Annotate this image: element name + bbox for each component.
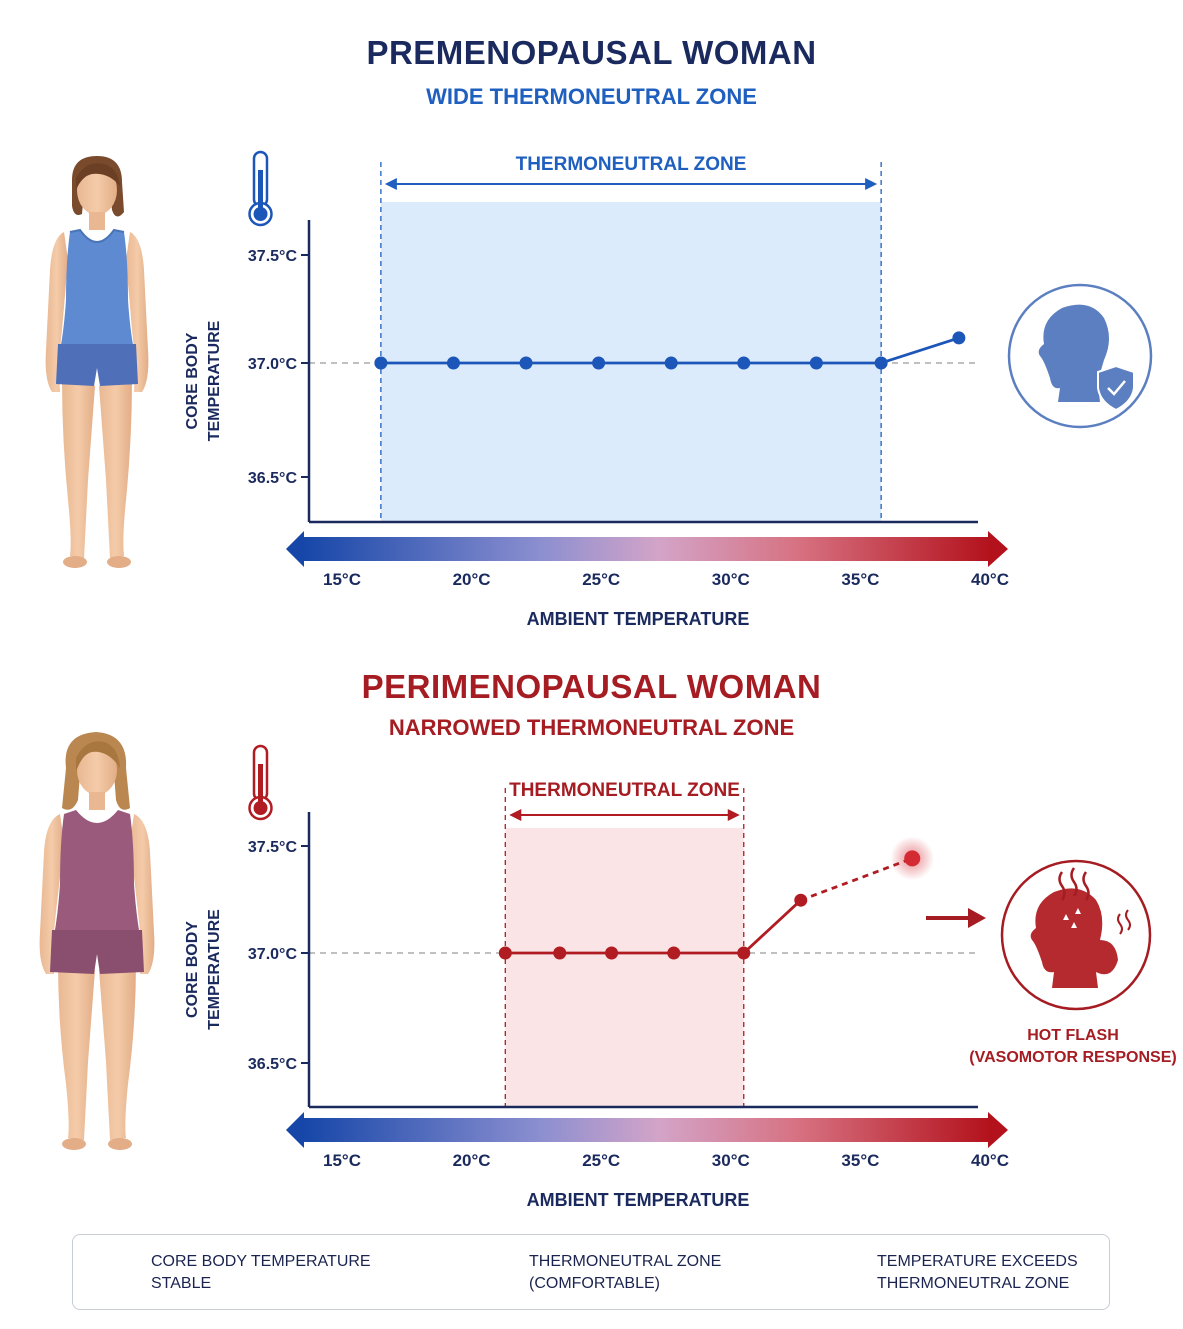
- y-axis-label-line1: CORE BODY: [184, 921, 201, 1018]
- ambient-gradient-bar: [286, 531, 1008, 567]
- legend-exceeds-line1: TEMPERATURE EXCEEDS: [877, 1253, 1078, 1270]
- head-shield-icon: [1007, 283, 1153, 429]
- y-axis-label-line2: TEMPERATURE: [206, 909, 223, 1030]
- ambient-gradient-bar: [286, 1112, 1008, 1148]
- data-point: [664, 356, 678, 370]
- y-tick-label: 37.5°C: [248, 248, 298, 265]
- core-temp-line: [505, 899, 802, 955]
- x-tick-label: 15°C: [323, 1151, 361, 1170]
- arrow-right-icon: [926, 908, 986, 928]
- zone-arrow-left-head: [509, 809, 522, 821]
- thermometer-mercury: [258, 170, 263, 214]
- thermoneutral-zone-area: [505, 828, 744, 1107]
- legend-exceeds-text: TEMPERATURE EXCEEDS THERMONEUTRAL ZONE: [877, 1251, 1078, 1295]
- gradient-right-arrow: [988, 1112, 1008, 1148]
- legend-zone-text: THERMONEUTRAL ZONE (COMFORTABLE): [529, 1251, 721, 1295]
- x-tick-label: 40°C: [971, 570, 1009, 589]
- gradient-left-arrow: [286, 1112, 304, 1148]
- y-tick-label: 37.0°C: [248, 946, 298, 963]
- x-tick-label: 30°C: [712, 570, 750, 589]
- premenopausal-chart: THERMONEUTRAL ZONE 37.5°C 37.0°C 36.5°C CORE…: [184, 150, 1009, 629]
- legend-stable-line2: STABLE: [151, 1275, 212, 1292]
- y-axis-label-line2: TEMPERATURE: [206, 320, 223, 441]
- perimenopausal-title: PERIMENOPAUSAL WOMAN: [361, 668, 822, 705]
- data-point: [809, 356, 823, 370]
- hot-flash-head-icon: [1000, 859, 1152, 1011]
- hot-flash-line2: (VASOMOTOR RESPONSE): [969, 1049, 1177, 1066]
- thermometer-icon: [248, 744, 273, 821]
- legend-stable-line1: CORE BODY TEMPERATURE: [151, 1253, 371, 1270]
- zone-arrow-right-head: [865, 178, 878, 190]
- data-point: [737, 946, 751, 960]
- zone-label: THERMONEUTRAL ZONE: [516, 154, 747, 175]
- exceed-point: [904, 850, 921, 867]
- x-tick-label: 35°C: [841, 570, 879, 589]
- y-tick-label: 37.5°C: [248, 839, 298, 856]
- zone-arrow-left-head: [384, 178, 397, 190]
- y-axis-label-line1: CORE BODY: [184, 332, 201, 429]
- gradient-body: [300, 537, 990, 561]
- thermometer-icon: [248, 150, 273, 227]
- data-point: [374, 356, 388, 370]
- premenopausal-title: PREMENOPAUSAL WOMAN: [366, 34, 817, 71]
- legend-stable-text: CORE BODY TEMPERATURE STABLE: [151, 1251, 371, 1295]
- y-tick-label: 36.5°C: [248, 470, 298, 487]
- x-tick-label: 20°C: [453, 1151, 491, 1170]
- woman-figure-icon: [39, 732, 155, 1150]
- data-point: [874, 356, 888, 370]
- data-point: [553, 946, 567, 960]
- woman-figure-icon: [45, 156, 149, 568]
- zone-arrow-right-head: [727, 809, 740, 821]
- x-tick-label: 35°C: [841, 1151, 879, 1170]
- legend-box: CORE BODY TEMPERATURE STABLE THERMONEUTR…: [72, 1234, 1110, 1310]
- data-point: [498, 946, 512, 960]
- thermometer-mercury: [258, 764, 263, 808]
- legend-zone-line2: (COMFORTABLE): [529, 1275, 660, 1292]
- x-tick-label: 40°C: [971, 1151, 1009, 1170]
- data-point: [952, 331, 966, 345]
- y-tick-label: 36.5°C: [248, 1056, 298, 1073]
- x-tick-label: 30°C: [712, 1151, 750, 1170]
- x-tick-label: 25°C: [582, 1151, 620, 1170]
- gradient-left-arrow: [286, 531, 304, 567]
- x-tick-label: 15°C: [323, 570, 361, 589]
- gradient-body: [300, 1118, 990, 1142]
- perimenopausal-subtitle: NARROWED THERMONEUTRAL ZONE: [388, 715, 795, 740]
- x-axis-label: AMBIENT TEMPERATURE: [527, 609, 750, 629]
- x-tick-label: 20°C: [453, 570, 491, 589]
- zone-label: THERMONEUTRAL ZONE: [509, 780, 740, 801]
- data-point: [519, 356, 533, 370]
- y-tick-label: 37.0°C: [248, 356, 298, 373]
- legend-zone-line1: THERMONEUTRAL ZONE: [529, 1253, 722, 1270]
- x-axis-label: AMBIENT TEMPERATURE: [527, 1190, 750, 1210]
- legend-exceeds-line2: THERMONEUTRAL ZONE: [877, 1275, 1070, 1292]
- data-point: [737, 356, 751, 370]
- data-point: [592, 356, 606, 370]
- data-point: [446, 356, 460, 370]
- hot-flash-line1: HOT FLASH: [1027, 1027, 1119, 1044]
- perimenopausal-chart: THERMONEUTRAL ZONE 37.5°C 37.0°C 36.5°C CORE…: [184, 744, 1009, 1210]
- x-tick-label: 25°C: [582, 570, 620, 589]
- hot-flash-label: HOT FLASH (VASOMOTOR RESPONSE): [960, 1025, 1183, 1069]
- data-point: [605, 946, 619, 960]
- premenopausal-subtitle: WIDE THERMONEUTRAL ZONE: [426, 84, 757, 109]
- data-point: [667, 946, 681, 960]
- gradient-right-arrow: [988, 531, 1008, 567]
